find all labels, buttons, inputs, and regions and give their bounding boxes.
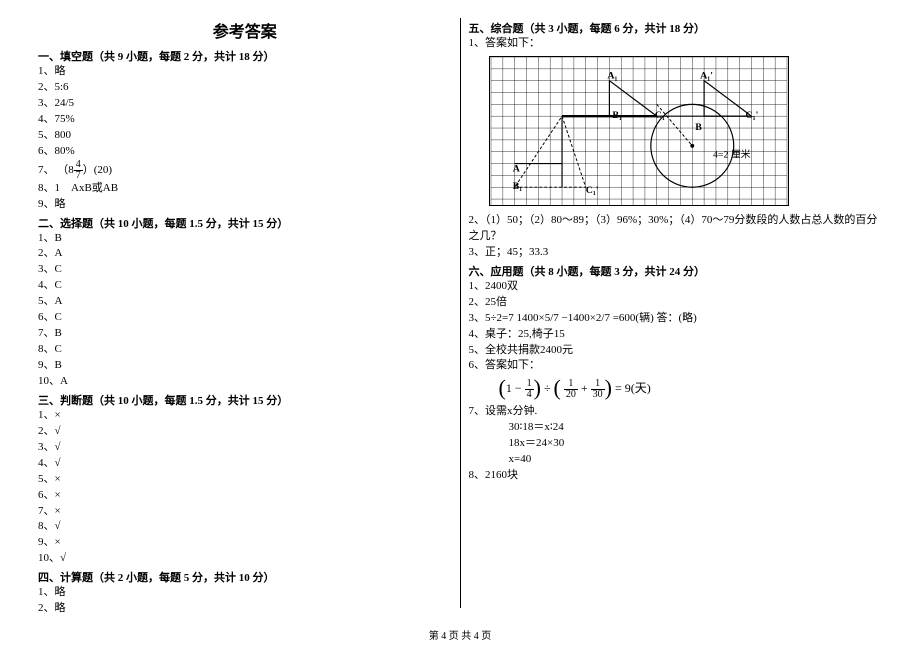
page-footer: 第 4 页 共 4 页 <box>0 627 920 642</box>
sec1-item: 5、800 <box>38 128 452 144</box>
sec2-item: 1、B <box>38 231 452 247</box>
sec5-header: 五、综合题（共 3 小题，每题 6 分，共计 18 分） <box>469 20 883 36</box>
sec1-header: 一、填空题（共 9 小题，每题 2 分，共计 18 分） <box>38 48 452 64</box>
q7-num: 4 <box>74 160 83 171</box>
sec5-q3: 3、正；45；33.3 <box>469 245 883 261</box>
svg-text:C₁': C₁' <box>745 110 758 121</box>
sec2-item: 7、B <box>38 326 452 342</box>
svg-text:A₁': A₁' <box>700 71 713 82</box>
diagram-wrap: A₁ A₁' C₁ C₁' B₁ B A B₁ C₁' 4=2 厘米 <box>489 56 883 209</box>
q7-left: （8 <box>57 164 74 176</box>
sec2-item: 8、C <box>38 342 452 358</box>
sec4-item: 2、略 <box>38 601 452 617</box>
sec3-item: 4、√ <box>38 456 452 472</box>
sec2-item: 2、A <box>38 246 452 262</box>
q7-fraction: 47 <box>74 160 83 181</box>
page-title: 参考答案 <box>38 18 452 42</box>
equation-q6: (1 − 14) ÷ ( 120 + 130) = 9(天) <box>499 378 883 400</box>
sec4-header: 四、计算题（共 2 小题，每题 5 分，共计 10 分） <box>38 569 452 585</box>
svg-text:B: B <box>695 122 702 133</box>
sec1-item: 3、24/5 <box>38 96 452 112</box>
svg-text:B₁: B₁ <box>612 110 622 121</box>
eq-result: = 9(天) <box>615 381 651 395</box>
sec3-item: 9、× <box>38 535 452 551</box>
q7-right: ）(20) <box>83 164 112 176</box>
sec6-q6: 6、答案如下： <box>469 358 883 374</box>
sec3-item: 1、× <box>38 408 452 424</box>
sec2-item: 3、C <box>38 262 452 278</box>
sec6-header: 六、应用题（共 8 小题，每题 3 分，共计 24 分） <box>469 263 883 279</box>
sec6-q7c: x=40 <box>509 452 883 468</box>
sec2-header: 二、选择题（共 10 小题，每题 1.5 分，共计 15 分） <box>38 215 452 231</box>
paren-icon: ( <box>499 377 506 399</box>
q7-den: 7 <box>74 171 83 181</box>
right-column: 五、综合题（共 3 小题，每题 6 分，共计 18 分） 1、答案如下： A₁A… <box>461 18 891 608</box>
sec2-item: 10、A <box>38 374 452 390</box>
sec4-item: 1、略 <box>38 585 452 601</box>
frac-a: 14 <box>525 379 534 400</box>
paren-icon: ) <box>605 377 612 399</box>
svg-text:4=2 厘米: 4=2 厘米 <box>713 148 751 161</box>
sec6-q2: 2、25倍 <box>469 295 883 311</box>
sec1-q8: 8、1 AxB或AB <box>38 181 452 197</box>
sec3-item: 2、√ <box>38 424 452 440</box>
sec1-item: 2、5:6 <box>38 80 452 96</box>
sec2-item: 5、A <box>38 294 452 310</box>
sec5-q2: 2、（1）50；（2）80～89；（3）96%；30%；（4）70～79分数段的… <box>469 213 883 245</box>
svg-text:A₁: A₁ <box>607 71 617 82</box>
left-column: 参考答案 一、填空题（共 9 小题，每题 2 分，共计 18 分） 1、略 2、… <box>30 18 461 608</box>
sec2-item: 4、C <box>38 278 452 294</box>
sec3-item: 10、√ <box>38 551 452 567</box>
sec5-q1: 1、答案如下： <box>469 36 883 52</box>
sec6-q3: 3、5÷2=7 1400×5/7 −1400×2/7 =600(辆) 答：(略) <box>469 311 883 327</box>
sec6-q1: 1、2400双 <box>469 279 883 295</box>
svg-text:B₁: B₁ <box>512 181 522 192</box>
paren-icon: ) <box>534 377 541 399</box>
sec3-item: 7、× <box>38 504 452 520</box>
frac-b: 120 <box>564 379 578 400</box>
svg-text:C₁: C₁ <box>654 110 664 121</box>
sec3-item: 3、√ <box>38 440 452 456</box>
sec1-q9: 9、略 <box>38 197 452 213</box>
sec3-item: 8、√ <box>38 519 452 535</box>
sec3-item: 5、× <box>38 472 452 488</box>
paren-icon: ( <box>554 377 561 399</box>
geometry-diagram: A₁ A₁' C₁ C₁' B₁ B A B₁ C₁' 4=2 厘米 <box>489 56 789 206</box>
sec6-q8: 8、2160块 <box>469 468 883 484</box>
sec1-item: 1、略 <box>38 64 452 80</box>
sec6-q4: 4、桌子：25,椅子15 <box>469 327 883 343</box>
sec6-q7: 7、设需x分钟. <box>469 404 883 420</box>
sec6-q7b: 18x＝24×30 <box>509 436 883 452</box>
svg-text:A: A <box>512 163 520 174</box>
sec6-q5: 5、全校共捐款2400元 <box>469 343 883 359</box>
svg-text:C₁': C₁' <box>585 185 598 196</box>
sec2-item: 9、B <box>38 358 452 374</box>
sec1-item: 4、75% <box>38 112 452 128</box>
q7-prefix: 7、 <box>38 164 55 176</box>
sec2-item: 6、C <box>38 310 452 326</box>
sec1-item: 6、80% <box>38 144 452 160</box>
sec1-q7: 7、 （847）(20) <box>38 160 452 181</box>
sec6-q7a: 30∶18＝x∶24 <box>509 420 883 436</box>
sec3-item: 6、× <box>38 488 452 504</box>
sec3-header: 三、判断题（共 10 小题，每题 1.5 分，共计 15 分） <box>38 392 452 408</box>
frac-c: 130 <box>591 379 605 400</box>
